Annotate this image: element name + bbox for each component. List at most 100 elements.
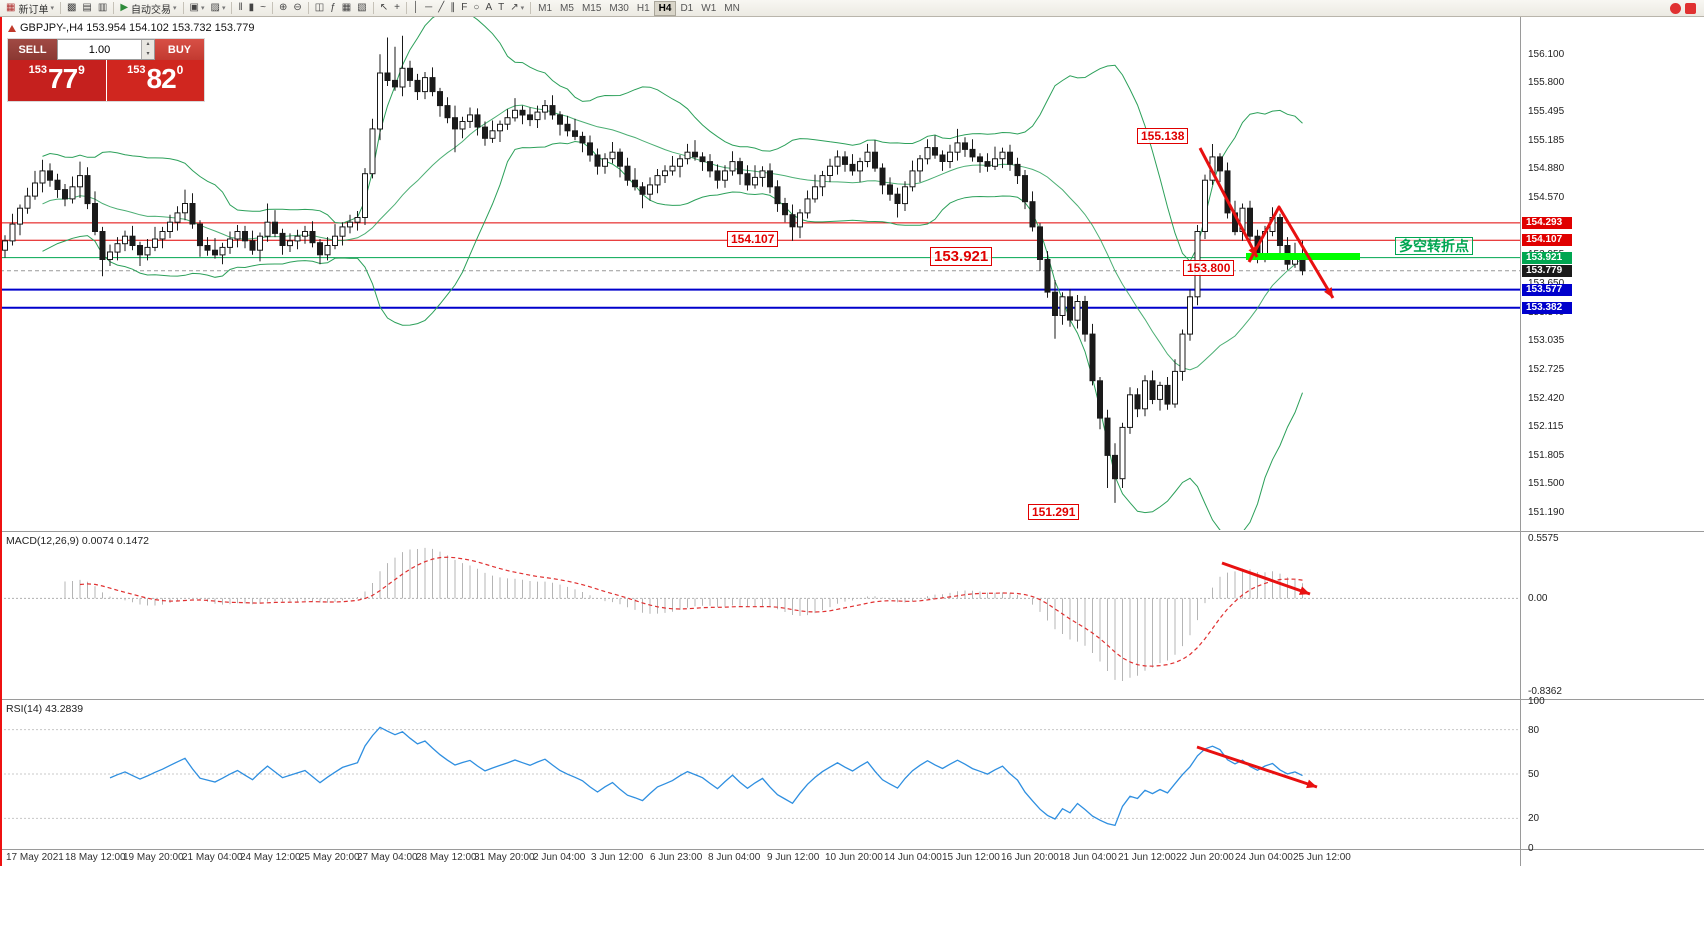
time-axis-label: 28 May 12:00 xyxy=(416,852,477,863)
autotrading-button-caret-icon[interactable]: ▾ xyxy=(173,5,177,12)
bar-chart-button[interactable]: ‖ xyxy=(235,1,245,16)
new-order-button-caret-icon[interactable]: ▾ xyxy=(50,5,54,12)
price-annotation-label[interactable]: 153.921 xyxy=(930,247,993,266)
tile-windows-button[interactable]: ◫ xyxy=(312,1,327,16)
price-scale-label: 154.570 xyxy=(1528,192,1565,203)
candlestick-button[interactable]: ▮ xyxy=(246,1,258,16)
channel-button[interactable]: ∥ xyxy=(447,1,458,16)
annotation-note[interactable]: 多空转折点 xyxy=(1395,237,1473,255)
macd-canvas[interactable] xyxy=(0,532,1520,698)
price-annotation-label[interactable]: 155.138 xyxy=(1137,128,1189,144)
volume-down-button[interactable]: ▾ xyxy=(142,49,154,59)
data-window-icon-glyph: ▤ xyxy=(82,2,92,13)
price-scale-label: 155.185 xyxy=(1528,135,1565,146)
main-chart-canvas[interactable] xyxy=(0,17,1520,530)
timeframe-m30[interactable]: M30 xyxy=(609,2,629,14)
candles-layer xyxy=(2,35,1306,503)
alerts-icon[interactable] xyxy=(1670,2,1681,14)
price-annotation-label[interactable]: 153.800 xyxy=(1183,260,1235,276)
toolbar-separator xyxy=(59,2,61,14)
timeframe-mn[interactable]: MN xyxy=(724,2,740,14)
timeframe-m15[interactable]: M15 xyxy=(581,2,602,14)
time-axis-label: 2 Jun 04:00 xyxy=(533,852,586,863)
price-scale-label: 151.805 xyxy=(1528,450,1565,461)
profiles-button-caret-icon[interactable]: ▾ xyxy=(221,5,226,12)
timeframe-m1[interactable]: M1 xyxy=(538,2,553,14)
sell-price-figure: 153 xyxy=(28,64,47,76)
macd-title: MACD(12,26,9) xyxy=(6,535,79,547)
charts-grid-icon-glyph: ▩ xyxy=(66,2,77,13)
label-button[interactable]: T xyxy=(495,1,507,16)
trendline-button-glyph: ╱ xyxy=(438,2,445,13)
periods-button[interactable]: ▦ xyxy=(339,1,354,16)
horizontal-line-button[interactable]: ─ xyxy=(422,1,435,16)
zoom-in-button[interactable]: ⊕ xyxy=(276,1,290,16)
cursor-button[interactable]: ↖ xyxy=(377,1,391,16)
price-annotation-label[interactable]: 151.291 xyxy=(1028,504,1080,520)
timeframe-d1[interactable]: D1 xyxy=(680,2,694,14)
volume-input[interactable] xyxy=(58,40,141,59)
macd-scale-label: -0.8362 xyxy=(1528,686,1562,697)
label-button-glyph: T xyxy=(498,2,505,13)
symbol-header: GBPJPY-,H4 153.954 154.102 153.732 153.7… xyxy=(8,22,254,34)
annotations-layer xyxy=(1198,147,1360,299)
time-axis[interactable]: 17 May 2021 18 May 12:00 19 May 20:00 21 Ma… xyxy=(0,850,1520,867)
toolbar-separator xyxy=(113,2,115,14)
strategy-tester-icon[interactable]: ▥ xyxy=(95,1,110,16)
price-axis[interactable]: 156.100 155.800 155.495 155.185 154.880 154.5… xyxy=(1521,0,1704,943)
indicators-button[interactable]: ƒ xyxy=(327,1,339,16)
profiles-button[interactable]: ▨ ▾ xyxy=(208,1,229,16)
fibonacci-button[interactable]: F xyxy=(458,1,470,16)
vertical-line-button[interactable]: │ xyxy=(410,1,422,16)
timeframe-h4[interactable]: H4 xyxy=(653,0,677,16)
chart-symbol-icon xyxy=(8,24,16,32)
volume-field[interactable]: ▴ ▾ xyxy=(57,39,155,60)
candlestick-button-glyph: ▮ xyxy=(248,2,255,13)
rsi-separator[interactable] xyxy=(0,699,1704,700)
macd-separator[interactable] xyxy=(0,531,1704,532)
community-icon[interactable] xyxy=(1685,2,1696,14)
line-chart-button[interactable]: ~ xyxy=(257,1,269,16)
timeframe-w1[interactable]: W1 xyxy=(701,2,717,14)
new-chart-button-caret-icon[interactable]: ▾ xyxy=(201,5,205,12)
sell-button[interactable]: SELL xyxy=(8,39,57,60)
toolbar-separator xyxy=(231,2,233,14)
arrows-button[interactable]: ↗ ▾ xyxy=(507,1,527,16)
new-order-button[interactable]: ▦ 新订单 ▾ xyxy=(3,1,57,16)
toolbar-separator xyxy=(405,2,407,14)
arrows-button-glyph: ↗ xyxy=(510,2,519,13)
arrows-button-caret-icon[interactable]: ▾ xyxy=(520,5,525,12)
shapes-button-glyph: ○ xyxy=(473,2,480,13)
volume-up-button[interactable]: ▴ xyxy=(142,40,154,50)
rsi-panel[interactable] xyxy=(0,700,1520,848)
buy-button[interactable]: BUY xyxy=(155,39,204,60)
macd-panel[interactable] xyxy=(0,532,1520,698)
crosshair-button-glyph: + xyxy=(394,2,400,13)
data-window-icon[interactable]: ▤ xyxy=(79,1,94,16)
charts-grid-icon[interactable]: ▩ xyxy=(64,1,79,16)
time-axis-label: 6 Jun 23:00 xyxy=(650,852,703,863)
crosshair-button[interactable]: + xyxy=(391,1,403,16)
price-annotation-label[interactable]: 154.107 xyxy=(727,231,779,247)
templates-button[interactable]: ▧ xyxy=(354,1,369,16)
price-scale-label: 156.100 xyxy=(1528,49,1565,60)
price-scale-label: 154.880 xyxy=(1528,163,1565,174)
price-scale-label: 152.115 xyxy=(1528,421,1564,432)
trendline-button[interactable]: ╱ xyxy=(435,1,447,16)
new-chart-button[interactable]: ▣ ▾ xyxy=(187,1,208,16)
main-chart-panel[interactable] xyxy=(0,17,1520,530)
time-axis-label: 9 Jun 12:00 xyxy=(767,852,820,863)
zoom-out-button[interactable]: ⊖ xyxy=(290,1,304,16)
timeframe-h1[interactable]: H1 xyxy=(636,2,650,14)
time-axis-label: 25 Jun 12:00 xyxy=(1293,852,1351,863)
text-button[interactable]: A xyxy=(482,1,495,16)
zoom-in-button-glyph: ⊕ xyxy=(278,2,288,13)
rsi-canvas[interactable] xyxy=(0,700,1520,848)
shapes-button[interactable]: ○ xyxy=(470,1,482,16)
timeframe-m5[interactable]: M5 xyxy=(560,2,574,14)
autotrading-button[interactable]: ▶ 自动交易 ▾ xyxy=(117,1,179,16)
sell-price[interactable]: 153 77 9 xyxy=(8,60,106,101)
buy-price[interactable]: 153 82 0 xyxy=(106,60,204,101)
toolbar-separator xyxy=(271,2,273,14)
price-scale-label: 153.035 xyxy=(1528,335,1565,346)
